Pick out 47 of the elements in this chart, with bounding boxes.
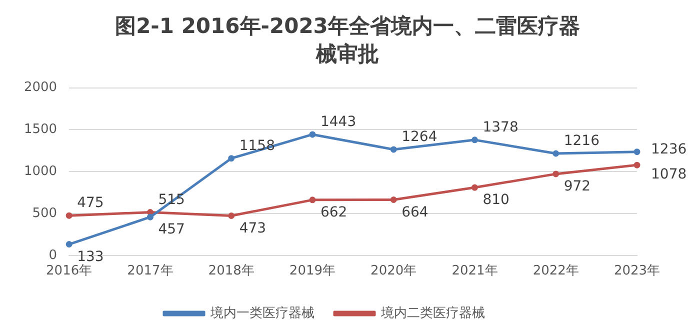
legend-label: 境内二类医疗器械 — [380, 304, 485, 321]
point — [471, 184, 478, 191]
point — [66, 212, 72, 219]
point — [634, 162, 640, 168]
y-tick-label: 1000 — [24, 164, 58, 179]
point — [228, 212, 235, 220]
point — [309, 196, 316, 204]
data-label: 810 — [482, 192, 510, 208]
point — [390, 146, 397, 153]
data-label: 662 — [320, 204, 348, 221]
data-label: 1158 — [239, 138, 275, 154]
data-label: 1264 — [402, 129, 438, 146]
data-label: 1443 — [320, 114, 356, 130]
data-label: 972 — [564, 178, 591, 195]
y-tick-label: 1500 — [24, 122, 58, 138]
data-label: 1236 — [651, 141, 687, 158]
x-tick-label: 2018年 — [208, 264, 254, 279]
data-label: 457 — [158, 222, 185, 238]
y-tick-label: 0 — [48, 248, 58, 263]
x-tick-label: 2021年 — [452, 264, 498, 279]
y-tick-label: 2000 — [24, 80, 58, 96]
point — [146, 214, 154, 220]
point — [634, 148, 640, 156]
x-tick-label: 2020年 — [370, 264, 417, 279]
point — [390, 196, 397, 204]
data-label: 664 — [402, 204, 428, 220]
point — [66, 241, 72, 248]
point — [309, 131, 316, 138]
x-tick-label: 2016年 — [46, 264, 92, 279]
data-label: 1378 — [482, 120, 518, 136]
x-tick-label: 2017年 — [127, 264, 174, 279]
point — [228, 155, 235, 162]
point — [552, 150, 560, 157]
chart-title: 图2-1 2016年-2023年全省境内一、二雷医疗器械审批 — [114, 13, 581, 68]
data-label: 475 — [77, 195, 104, 212]
x-tick-label: 2023年 — [614, 264, 660, 279]
x-tick-label: 2019年 — [289, 264, 336, 279]
point — [146, 208, 154, 216]
point — [471, 136, 478, 144]
data-label: 1078 — [651, 166, 687, 183]
data-label: 473 — [239, 220, 266, 236]
data-label: 1216 — [564, 133, 600, 150]
data-label: 133 — [77, 248, 104, 265]
point — [552, 170, 560, 178]
legend-label: 境内一类医疗器械 — [210, 304, 314, 321]
x-tick-label: 2022年 — [532, 264, 579, 279]
y-tick-label: 500 — [32, 206, 58, 221]
